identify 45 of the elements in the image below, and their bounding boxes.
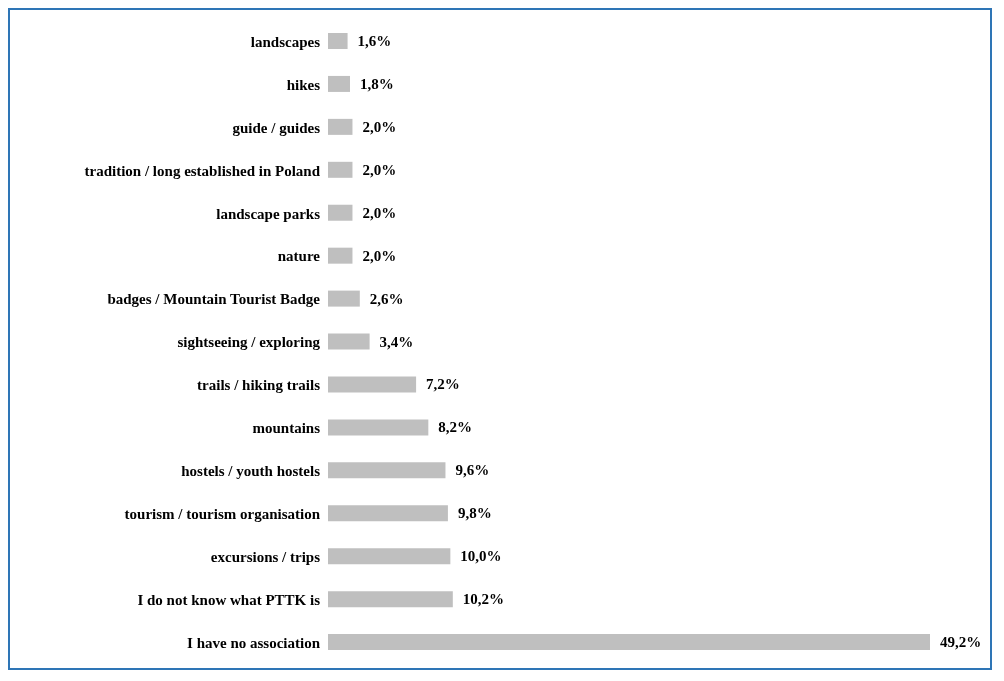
data-label: 3,4% <box>379 333 414 350</box>
data-label: 2,0% <box>362 247 397 264</box>
y-tick-label: sightseeing / exploring <box>177 334 321 351</box>
data-label: 10,2% <box>462 591 505 608</box>
y-tick-label: excursions / trips <box>210 548 321 565</box>
y-tick-label: I have no association <box>187 634 321 651</box>
data-label: 2,0% <box>362 204 397 221</box>
data-label: 9,8% <box>457 505 492 522</box>
bar <box>328 75 351 92</box>
bar <box>328 290 360 307</box>
data-label: 8,2% <box>438 419 473 436</box>
bar <box>328 333 370 350</box>
y-tick-label: guide / guides <box>232 119 321 136</box>
data-label: 2,0% <box>362 118 397 135</box>
data-label: 49,2% <box>940 634 982 651</box>
bar <box>328 33 348 49</box>
bar <box>328 505 448 522</box>
data-label: 9,6% <box>455 462 490 479</box>
bar <box>328 204 353 221</box>
bar <box>328 462 446 479</box>
bar <box>328 548 451 565</box>
bar <box>328 118 353 135</box>
y-tick-label: landscapes <box>250 33 321 50</box>
y-tick-label: tradition / long established in Poland <box>84 162 321 179</box>
bar <box>328 419 429 436</box>
y-tick-label: I do not know what PTTK is <box>137 591 321 608</box>
y-tick-label: landscape parks <box>216 205 321 222</box>
y-tick-label: hostels / youth hostels <box>181 463 321 480</box>
data-label: 2,0% <box>362 161 397 178</box>
bar <box>328 634 930 651</box>
data-label: 2,6% <box>369 290 404 307</box>
y-tick-label: tourism / tourism organisation <box>124 506 321 523</box>
data-label: 7,2% <box>426 376 460 393</box>
bar <box>328 161 353 178</box>
y-tick-label: nature <box>277 248 321 265</box>
bar <box>328 247 353 264</box>
data-label: 10,0% <box>460 548 502 565</box>
data-label: 1,8% <box>360 75 394 92</box>
y-tick-label: trails / hiking trails <box>197 377 321 394</box>
data-label: 1,6% <box>357 33 392 49</box>
y-tick-label: hikes <box>286 76 321 93</box>
y-tick-label: mountains <box>252 420 321 437</box>
bar <box>328 376 417 393</box>
bar <box>328 591 453 608</box>
y-tick-label: badges / Mountain Tourist Badge <box>107 291 321 308</box>
